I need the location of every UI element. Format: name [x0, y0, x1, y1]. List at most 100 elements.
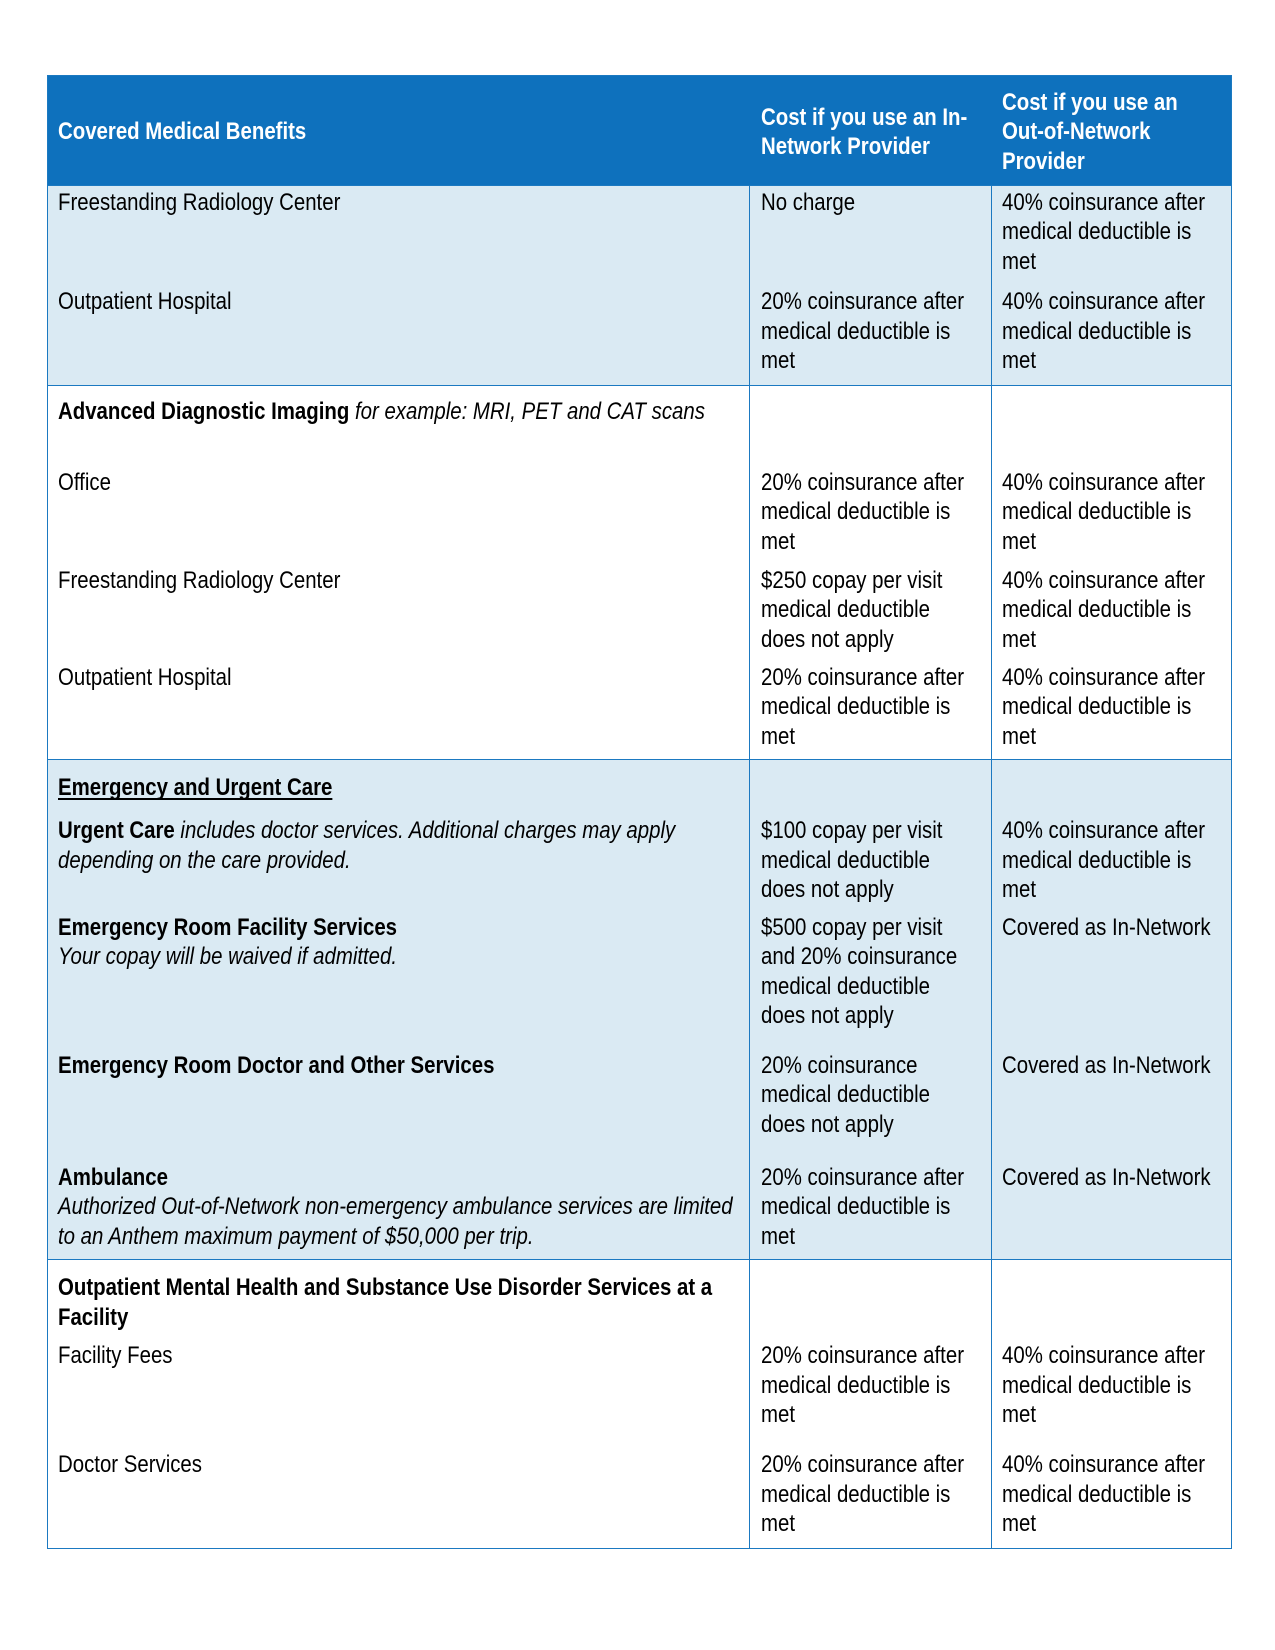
- table-row: Outpatient Mental Health and Substance U…: [48, 1273, 1231, 1332]
- benefit-cell: Emergency and Urgent Care: [48, 773, 750, 803]
- cost-text: 20% coinsurance after medical deductible…: [760, 1451, 964, 1538]
- benefit-text: Freestanding Radiology Center: [58, 188, 341, 216]
- out-of-network-cell: 40% coinsurance after medical deductible…: [992, 188, 1230, 277]
- benefit-text: Authorized Out-of-Network non-emergency …: [58, 1193, 733, 1250]
- in-network-cell: 20% coinsurance after medical deductible…: [750, 1450, 992, 1539]
- in-network-cell: $250 copay per visit medical deductible d…: [750, 566, 992, 655]
- table-body: Freestanding Radiology Center No charge 40…: [48, 184, 1231, 1548]
- cost-text: 20% coinsurance after medical deductible…: [760, 288, 964, 375]
- in-network-cell: $100 copay per visit medical deductible d…: [750, 816, 992, 905]
- cost-text: $250 copay per visit: [760, 566, 943, 594]
- benefit-cell: Freestanding Radiology Center: [48, 566, 750, 655]
- column-header-benefits: Covered Medical Benefits: [58, 118, 307, 146]
- table-row: Outpatient Hospital 20% coinsurance after…: [48, 663, 1231, 752]
- in-network-cell: 20% coinsurance after medical deductible…: [750, 1163, 992, 1252]
- out-of-network-cell: Covered as In-Network: [992, 1051, 1230, 1140]
- benefit-text: Facility Fees: [58, 1342, 173, 1370]
- cost-text: 20% coinsurance after medical deductible…: [760, 663, 964, 750]
- benefit-text: Emergency Room Doctor and Other Services: [58, 1051, 495, 1079]
- table-section: Freestanding Radiology Center No charge 40…: [48, 184, 1231, 385]
- cost-text: Covered as In-Network: [1002, 913, 1211, 941]
- benefit-cell: Advanced Diagnostic Imaging for example:…: [48, 397, 750, 427]
- benefit-text: Your copay will be waived if admitted.: [58, 943, 398, 970]
- cost-text: Covered as In-Network: [1002, 1163, 1211, 1191]
- out-of-network-cell: [992, 1273, 1230, 1332]
- in-network-cell: 20% coinsurance after medical deductible…: [750, 468, 992, 557]
- table-section: Emergency and Urgent Care Urgent Care inc…: [48, 758, 1231, 1259]
- cost-text: $100 copay per visit: [760, 817, 943, 844]
- benefit-text: Ambulance: [58, 1163, 168, 1191]
- cost-text: medical deductible does not apply: [760, 596, 930, 653]
- table-row: Outpatient Hospital 20% coinsurance after…: [48, 287, 1231, 376]
- benefit-cell: Ambulance Authorized Out-of-Network non-e…: [48, 1163, 750, 1252]
- cost-text: medical deductible does not apply: [760, 972, 930, 1030]
- in-network-cell: $500 copay per visit and 20% coinsurance…: [750, 913, 992, 1031]
- benefit-cell: Facility Fees: [48, 1341, 750, 1430]
- table-section: Advanced Diagnostic Imaging for example:…: [48, 384, 1231, 759]
- cost-text: 40% coinsurance after medical deductible…: [1002, 288, 1205, 375]
- benefit-cell: Outpatient Hospital: [48, 287, 750, 376]
- out-of-network-cell: 40% coinsurance after medical deductible…: [992, 1450, 1230, 1539]
- cost-text: Covered as In-Network: [1002, 1051, 1211, 1079]
- in-network-cell: [750, 773, 992, 803]
- out-of-network-cell: 40% coinsurance after medical deductible…: [992, 287, 1230, 376]
- in-network-cell: [750, 1273, 992, 1332]
- table-row: Emergency Room Doctor and Other Services…: [48, 1051, 1231, 1140]
- benefit-cell: Office: [48, 468, 750, 557]
- out-of-network-cell: 40% coinsurance after medical deductible…: [992, 468, 1230, 557]
- benefit-text: Outpatient Hospital: [58, 663, 232, 691]
- out-of-network-cell: [992, 773, 1230, 803]
- in-network-cell: [750, 397, 992, 427]
- benefit-text: Outpatient Mental Health and Substance U…: [58, 1274, 713, 1331]
- benefit-text: Office: [58, 468, 111, 496]
- cost-text: medical deductible does not apply: [760, 1081, 930, 1138]
- cost-text: 40% coinsurance after medical deductible…: [1002, 468, 1205, 555]
- cost-text: 40% coinsurance after medical deductible…: [1002, 566, 1205, 653]
- out-of-network-cell: [992, 397, 1230, 427]
- table-row: Freestanding Radiology Center No charge 40…: [48, 188, 1231, 277]
- cost-text: 40% coinsurance after medical deductible…: [1002, 817, 1205, 903]
- cost-text: 20% coinsurance after medical deductible…: [760, 468, 964, 555]
- benefit-text: Freestanding Radiology Center: [58, 566, 341, 594]
- benefit-text: includes doctor services. Additional cha…: [58, 817, 676, 874]
- benefits-table: Covered Medical Benefits Cost if you use…: [47, 74, 1232, 1549]
- benefit-text: Emergency and Urgent Care: [58, 774, 333, 801]
- in-network-cell: 20% coinsurance after medical deductible…: [750, 287, 992, 376]
- out-of-network-cell: Covered as In-Network: [992, 913, 1230, 1031]
- in-network-cell: 20% coinsurance medical deductible does n…: [750, 1051, 992, 1140]
- in-network-cell: 20% coinsurance after medical deductible…: [750, 1341, 992, 1430]
- benefit-cell: Outpatient Mental Health and Substance U…: [48, 1273, 750, 1332]
- benefit-cell: Emergency Room Doctor and Other Services: [48, 1051, 750, 1140]
- benefit-text: Doctor Services: [58, 1451, 202, 1479]
- out-of-network-cell: 40% coinsurance after medical deductible…: [992, 566, 1230, 655]
- table-header-row: Covered Medical Benefits Cost if you use…: [48, 75, 1231, 185]
- table-row: Facility Fees 20% coinsurance after medic…: [48, 1341, 1231, 1430]
- column-header-out-of-network: Cost if you use an Out-of-Network Provid…: [1002, 88, 1178, 175]
- benefit-text: for example: MRI, PET and CAT scans: [349, 398, 705, 425]
- benefit-text: Urgent Care: [58, 817, 175, 844]
- in-network-cell: No charge: [750, 188, 992, 277]
- out-of-network-cell: 40% coinsurance after medical deductible…: [992, 1341, 1230, 1430]
- in-network-cell: 20% coinsurance after medical deductible…: [750, 663, 992, 752]
- cost-text: No charge: [760, 188, 855, 216]
- benefit-cell: Freestanding Radiology Center: [48, 188, 750, 277]
- cost-text: 20% coinsurance after medical deductible…: [760, 1342, 964, 1429]
- cost-text: 40% coinsurance after medical deductible…: [1002, 663, 1205, 750]
- benefit-text: Outpatient Hospital: [58, 288, 232, 316]
- benefit-text: Emergency Room Facility Services: [58, 913, 398, 941]
- out-of-network-cell: 40% coinsurance after medical deductible…: [992, 816, 1230, 905]
- benefit-cell: Doctor Services: [48, 1450, 750, 1539]
- table-row: Doctor Services 20% coinsurance after med…: [48, 1450, 1231, 1539]
- benefit-cell: Outpatient Hospital: [48, 663, 750, 752]
- table-section: Outpatient Mental Health and Substance U…: [48, 1259, 1231, 1548]
- table-row: Office 20% coinsurance after medical dedu…: [48, 468, 1231, 557]
- table-row: Ambulance Authorized Out-of-Network non-e…: [48, 1163, 1231, 1252]
- benefit-cell: Emergency Room Facility Services Your cop…: [48, 913, 750, 1031]
- cost-text: 20% coinsurance: [760, 1051, 918, 1079]
- table-row: Urgent Care includes doctor services. Ad…: [48, 816, 1231, 905]
- cost-text: 20% coinsurance after medical deductible…: [760, 1163, 964, 1250]
- cost-text: $500 copay per visit and 20% coinsurance: [760, 913, 958, 971]
- table-row: Advanced Diagnostic Imaging for example:…: [48, 397, 1231, 427]
- table-row: Emergency Room Facility Services Your cop…: [48, 913, 1231, 1031]
